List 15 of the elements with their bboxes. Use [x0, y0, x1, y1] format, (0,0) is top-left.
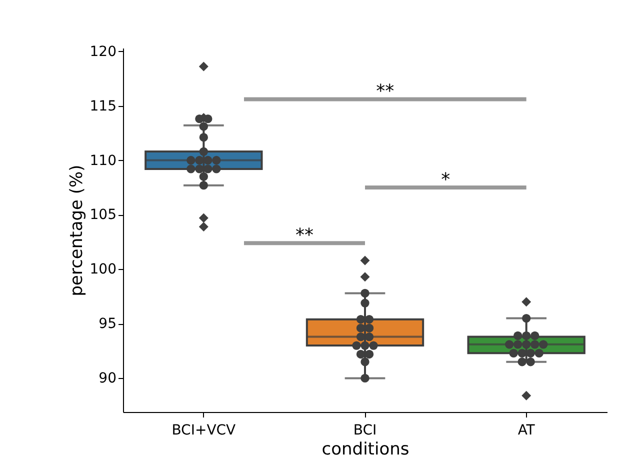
y-tick-label: 120 — [90, 44, 116, 60]
y-tick-label: 90 — [98, 370, 116, 387]
y-tick-label: 95 — [98, 316, 116, 332]
y-tick-label: 100 — [90, 262, 116, 278]
x-axis-title: conditions — [322, 440, 410, 460]
y-tick-label: 105 — [90, 207, 116, 224]
x-tick-label: BCI+VCV — [172, 422, 236, 438]
annotation: ** — [296, 225, 314, 246]
y-tick-label: 110 — [90, 152, 116, 169]
x-tick-label: AT — [518, 422, 536, 438]
annotation: ** — [376, 81, 394, 102]
y-tick-label: 115 — [90, 98, 116, 114]
y-axis-title: percentage (%) — [66, 164, 87, 296]
x-tick-label: BCI — [353, 422, 377, 438]
annotation: * — [441, 169, 450, 190]
